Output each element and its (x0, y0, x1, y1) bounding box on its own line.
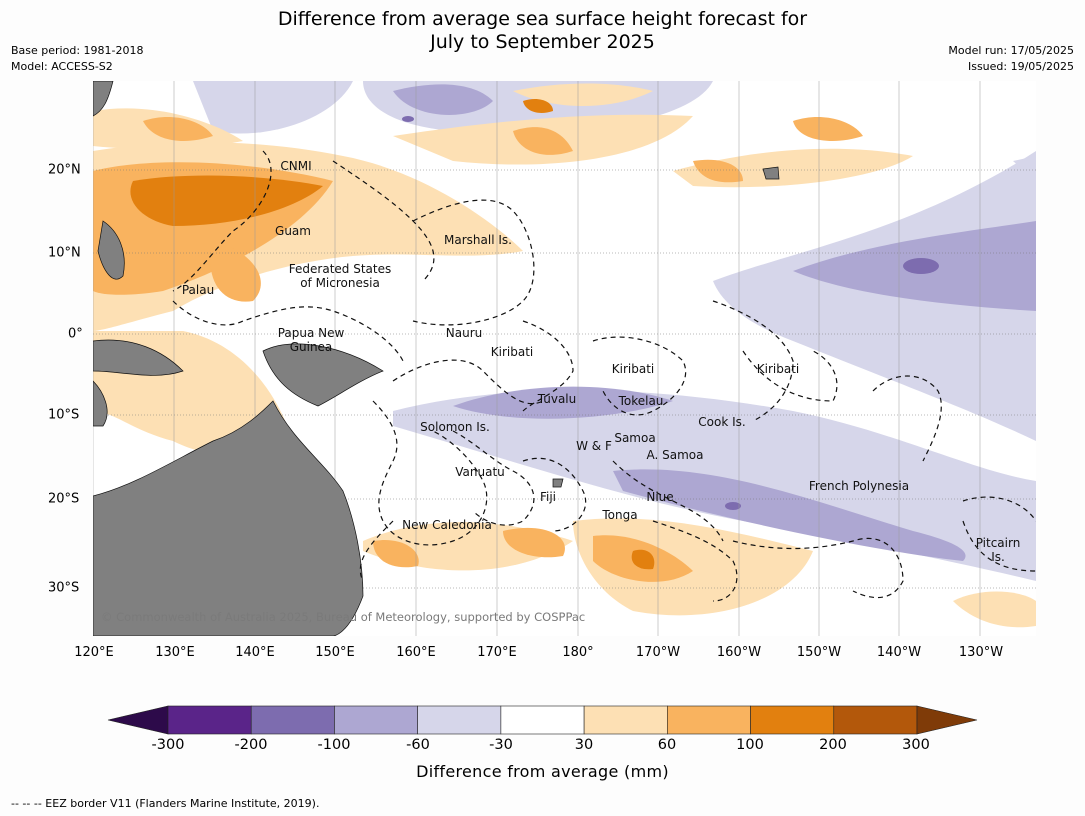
place-nauru: Nauru (445, 326, 483, 340)
colorbar-tick-200: 200 (819, 737, 847, 753)
colorbar-bin (667, 705, 751, 735)
place-fsm: Federated States of Micronesia (288, 262, 392, 290)
colorbar-bin (500, 705, 585, 735)
lon-label-140w: 140°W (876, 645, 922, 660)
place-cook: Cook Is. (698, 415, 746, 429)
place-samoa: Samoa (614, 431, 656, 445)
place-vanuatu: Vanuatu (455, 465, 505, 479)
lat-label-30s: 30°S (48, 580, 80, 596)
colorbar-extend-low (107, 705, 169, 735)
place-kiribati-west: Kiribati (490, 345, 534, 359)
place-asamoa: A. Samoa (646, 448, 704, 462)
place-tuvalu: Tuvalu (537, 392, 577, 406)
colorbar-bin (583, 705, 668, 735)
colorbar-bin (167, 705, 252, 735)
lon-label-170e: 170°E (477, 645, 517, 660)
base-period: Base period: 1981-2018 (11, 44, 144, 57)
colorbar-bins (167, 705, 918, 735)
place-new-caledonia: New Caledonia (402, 518, 492, 532)
colorbar-bin (833, 705, 918, 735)
graticule (93, 169, 1036, 589)
eez-borders (172, 150, 1036, 602)
lat-label-10n: 10°N (48, 245, 81, 261)
colorbar-tick-m300: -300 (151, 737, 185, 753)
model-run-date: Model run: 17/05/2025 (948, 44, 1074, 57)
colorbar-tick-m30: -30 (489, 737, 513, 753)
land-masses (93, 81, 780, 636)
lon-label-160w: 160°W (716, 645, 762, 660)
colorbar (107, 705, 978, 735)
place-solomon: Solomon Is. (420, 420, 490, 434)
place-niue: Niue (646, 490, 674, 504)
copyright-text: © Commonwealth of Australia 2025, Bureau… (101, 610, 585, 624)
lat-label-20s: 20°S (48, 491, 80, 507)
lon-label-170w: 170°W (635, 645, 681, 660)
place-palau: Palau (181, 283, 215, 297)
anomaly-map: © Commonwealth of Australia 2025, Bureau… (93, 81, 1036, 636)
place-tonga: Tonga (602, 508, 638, 522)
place-guam: Guam (275, 224, 311, 238)
map-title: Difference from average sea surface heig… (277, 8, 808, 53)
lat-label-20n: 20°N (48, 162, 81, 178)
lon-label-150e: 150°E (315, 645, 355, 660)
place-pitcairn: Pitcairn Is. (975, 536, 1021, 564)
lon-label-160e: 160°E (396, 645, 436, 660)
lon-label-150w: 150°W (796, 645, 842, 660)
lat-label-0: 0° (68, 326, 83, 342)
model-name: Model: ACCESS-S2 (11, 60, 113, 73)
place-tokelau: Tokelau (618, 394, 664, 408)
colorbar-tick-30: 30 (574, 737, 594, 753)
lon-label-180: 180° (562, 645, 594, 660)
place-french-polynesia: French Polynesia (808, 479, 910, 493)
lon-label-140e: 140°E (235, 645, 275, 660)
colorbar-bin (417, 705, 502, 735)
place-wf: W & F (576, 439, 612, 453)
colorbar-bin (750, 705, 835, 735)
lon-label-130w: 130°W (958, 645, 1004, 660)
positive-anomaly-shading (93, 83, 1036, 628)
colorbar-tick-60: 60 (657, 737, 677, 753)
colorbar-bin (334, 705, 418, 735)
place-marshall: Marshall Is. (444, 233, 512, 247)
colorbar-bin (250, 705, 335, 735)
lon-label-130e: 130°E (155, 645, 195, 660)
colorbar-tick-m60: -60 (406, 737, 430, 753)
colorbar-tick-100: 100 (736, 737, 764, 753)
negative-anomaly-shading (193, 81, 1036, 581)
lon-label-120e: 120°E (74, 645, 114, 660)
map-area: © Commonwealth of Australia 2025, Bureau… (93, 81, 1036, 636)
place-cnmi: CNMI (280, 159, 312, 173)
colorbar-tick-m100: -100 (317, 737, 351, 753)
place-kiribati-central: Kiribati (611, 362, 655, 376)
colorbar-tick-300: 300 (902, 737, 930, 753)
colorbar-tick-m200: -200 (234, 737, 268, 753)
place-png: Papua New Guinea (277, 326, 345, 354)
eez-border-note: -- -- -- EEZ border V11 (Flanders Marine… (11, 797, 320, 810)
colorbar-title: Difference from average (mm) (416, 762, 669, 781)
lat-label-10s: 10°S (48, 407, 80, 423)
place-fiji: Fiji (539, 490, 557, 504)
colorbar-extend-high (916, 705, 978, 735)
meta-right: Model run: 17/05/2025 Issued: 19/05/2025 (948, 43, 1074, 75)
place-kiribati-east: Kiribati (756, 362, 800, 376)
issued-date: Issued: 19/05/2025 (967, 60, 1074, 73)
meta-left: Base period: 1981-2018 Model: ACCESS-S2 (11, 43, 143, 75)
